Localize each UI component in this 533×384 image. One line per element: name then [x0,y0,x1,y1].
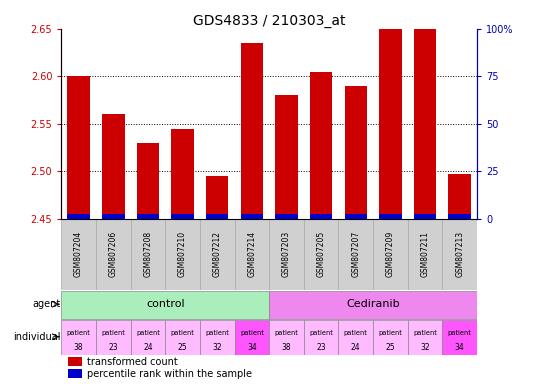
Text: Cediranib: Cediranib [346,299,400,309]
Text: GSM807206: GSM807206 [109,231,118,278]
Text: individual: individual [13,332,61,342]
Bar [68,369,82,378]
Bar [171,129,194,219]
Text: patient: patient [171,330,195,336]
Text: patient: patient [448,330,472,336]
Bar [414,29,437,219]
Text: GSM807211: GSM807211 [421,231,430,277]
Bar [379,214,402,219]
Bar [240,43,263,219]
Text: patient: patient [205,330,229,336]
Title: GDS4833 / 210303_at: GDS4833 / 210303_at [193,14,345,28]
Text: 38: 38 [74,343,84,352]
Text: 24: 24 [143,343,153,352]
Bar [136,214,159,219]
Bar [373,320,408,354]
Bar [408,219,442,290]
Text: patient: patient [101,330,125,336]
Bar [102,214,125,219]
Text: 34: 34 [455,343,465,352]
Bar [61,291,269,319]
Bar [102,114,125,219]
Bar [206,176,229,219]
Bar [61,320,96,354]
Text: patient: patient [274,330,298,336]
Text: agent: agent [33,299,61,309]
Bar [240,214,263,219]
Bar [414,214,437,219]
Bar [304,219,338,290]
Bar [200,219,235,290]
Text: control: control [146,299,184,309]
Text: GSM807214: GSM807214 [247,231,256,277]
Text: transformed count: transformed count [87,357,178,367]
Bar [338,219,373,290]
Bar [206,214,229,219]
Bar [269,219,304,290]
Bar [235,320,269,354]
Bar [200,320,235,354]
Text: GSM807213: GSM807213 [455,231,464,277]
Text: patient: patient [309,330,333,336]
Text: 24: 24 [351,343,361,352]
Bar [275,95,298,219]
Bar [275,214,298,219]
Text: patient: patient [413,330,437,336]
Text: 23: 23 [108,343,118,352]
Bar [171,214,194,219]
Text: 23: 23 [316,343,326,352]
Bar [67,214,90,219]
Bar [310,71,333,219]
Text: GSM807209: GSM807209 [386,231,395,278]
Text: 25: 25 [385,343,395,352]
Bar [442,219,477,290]
Text: GSM807210: GSM807210 [178,231,187,277]
Text: GSM807207: GSM807207 [351,231,360,278]
Text: percentile rank within the sample: percentile rank within the sample [87,369,252,379]
Bar [131,219,165,290]
Bar [448,174,471,219]
Bar [131,320,165,354]
Bar [448,214,471,219]
Text: patient: patient [136,330,160,336]
Text: patient: patient [344,330,368,336]
Bar [165,320,200,354]
Text: GSM807203: GSM807203 [282,231,291,278]
Text: patient: patient [67,330,91,336]
Text: 32: 32 [420,343,430,352]
Bar [269,320,304,354]
Bar [373,219,408,290]
Bar [379,29,402,219]
Bar [310,214,333,219]
Bar [344,214,367,219]
Text: 32: 32 [212,343,222,352]
Text: GSM807208: GSM807208 [143,231,152,277]
Text: GSM807205: GSM807205 [317,231,326,278]
Text: 38: 38 [281,343,292,352]
Bar [408,320,442,354]
Bar [235,219,269,290]
Bar [68,357,82,366]
Bar [165,219,200,290]
Bar [442,320,477,354]
Bar [61,219,96,290]
Bar [269,291,477,319]
Text: patient: patient [240,330,264,336]
Bar [136,143,159,219]
Bar [344,86,367,219]
Bar [96,320,131,354]
Text: 34: 34 [247,343,257,352]
Text: patient: patient [378,330,402,336]
Text: GSM807212: GSM807212 [213,231,222,277]
Bar [304,320,338,354]
Text: GSM807204: GSM807204 [74,231,83,278]
Bar [67,76,90,219]
Text: 25: 25 [177,343,188,352]
Bar [96,219,131,290]
Bar [338,320,373,354]
